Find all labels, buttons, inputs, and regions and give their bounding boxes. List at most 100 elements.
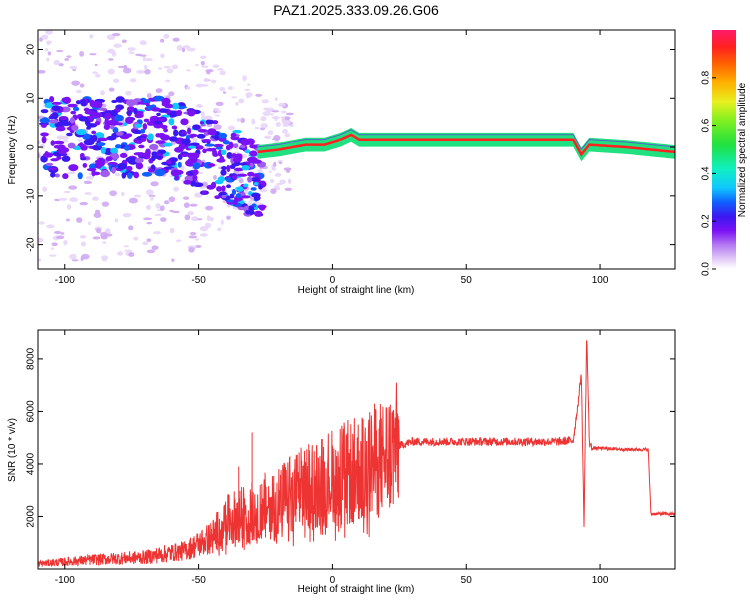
- spectrogram-noise-blob: [173, 186, 180, 192]
- spectrogram-signal-blob: [98, 107, 107, 111]
- spectrogram-signal-blob: [112, 126, 119, 134]
- spectrogram-noise-blob: [159, 205, 165, 211]
- spectrogram-noise-blob: [142, 241, 149, 246]
- spectrogram-signal-blob: [125, 156, 136, 163]
- spectrogram-noise-blob: [203, 78, 210, 82]
- spectrogram-signal-blob: [115, 96, 125, 103]
- spectrogram-noise-blob: [171, 64, 179, 70]
- spectrogram-noise-blob: [278, 161, 283, 165]
- spectrogram-noise-blob: [143, 217, 153, 221]
- spectrogram-noise-blob: [72, 68, 77, 71]
- spectrogram-noise-blob: [76, 217, 83, 223]
- spectrogram-signal-blob: [201, 190, 207, 195]
- spectrogram-signal-blob: [170, 157, 178, 163]
- spectrogram-noise-blob: [273, 161, 277, 168]
- spectrogram-noise-blob: [38, 221, 45, 225]
- spectrogram-signal-blob: [163, 142, 173, 147]
- spectrogram-noise-blob: [201, 65, 209, 68]
- spectrogram-signal-blob: [173, 129, 179, 137]
- spectrogram-signal-blob: [51, 101, 62, 105]
- spectrogram-signal-blob: [170, 169, 180, 177]
- spectrogram-noise-blob: [268, 170, 273, 173]
- spectrogram-signal-blob: [146, 121, 155, 126]
- spectrogram-signal-blob: [115, 131, 124, 136]
- spectrogram-noise-blob: [260, 116, 267, 122]
- spectrogram-signal-blob: [250, 177, 260, 182]
- spectrogram-noise-blob: [267, 130, 274, 135]
- spectrogram-signal-blob: [49, 119, 59, 124]
- spectrogram-noise-blob: [160, 217, 167, 222]
- spectrogram-noise-blob: [94, 209, 101, 215]
- spectrogram-noise-blob: [168, 91, 175, 97]
- spectrogram-noise-blob: [69, 65, 78, 70]
- spectrogram-signal-blob: [177, 105, 187, 109]
- spectrogram-noise-blob: [38, 153, 41, 159]
- spectrogram-noise-blob: [58, 63, 64, 67]
- spectrogram-signal-blob: [110, 147, 119, 154]
- spectrogram-frame: [37, 29, 676, 270]
- spectrogram-signal-blob: [151, 107, 161, 112]
- spectrogram-noise-blob: [107, 48, 116, 54]
- colorbar-label: Normalized spectral amplitude: [737, 82, 748, 217]
- spectrogram-noise-blob: [282, 119, 290, 125]
- spectrogram-signal-blob: [147, 133, 154, 141]
- spectrogram-noise-blob: [151, 245, 159, 251]
- spectrogram-signal-blob: [109, 109, 118, 117]
- spectrogram-noise-blob: [259, 167, 264, 170]
- spectrogram-signal-blob: [249, 162, 254, 168]
- spectrogram-signal-blob: [143, 118, 150, 123]
- spectrogram-noise-blob: [216, 68, 224, 71]
- spectrogram-noise-blob: [128, 225, 134, 231]
- spectrogram-noise-blob: [106, 34, 116, 41]
- spectrogram-signal-blob: [117, 162, 128, 170]
- spectrogram-x-tick-label: -50: [191, 275, 206, 286]
- spectrogram-noise-blob: [263, 107, 269, 111]
- chart-title: PAZ1.2025.333.09.26.G06: [273, 2, 439, 18]
- spectrogram-noise-blob: [135, 53, 143, 57]
- spectrogram-noise-blob: [183, 202, 190, 208]
- colorbar-ticks: 0.0 0.2 0.4 0.6 0.8: [701, 70, 716, 276]
- colorbar-tick-label: 0.0: [701, 262, 712, 276]
- spectrogram-signal-blob: [236, 186, 244, 192]
- spectrogram-signal-blob: [147, 168, 154, 173]
- spectrogram-noise-blob: [83, 180, 93, 185]
- spectrogram-noise-blob: [182, 45, 191, 49]
- spectrogram-noise-blob: [213, 107, 220, 112]
- spectrogram-signal-blob: [171, 125, 178, 130]
- spectrogram-signal-blob: [86, 126, 91, 130]
- colorbar-tick-label: 0.4: [701, 166, 712, 180]
- spectrogram-signal-blob: [181, 138, 191, 145]
- spectrogram-noise-blob: [63, 190, 71, 194]
- spectrogram-signal-blob: [69, 117, 75, 124]
- spectrogram-signal-blob: [180, 118, 189, 126]
- spectrogram-signal-blob: [207, 163, 216, 167]
- spectrogram-noise-blob: [92, 71, 98, 74]
- spectrogram-noise-blob: [176, 45, 183, 51]
- spectrogram-signal-blob: [134, 113, 144, 119]
- spectrogram-signal-blob: [153, 95, 165, 102]
- spectrogram-x-tick-label: 100: [592, 275, 609, 286]
- spectrogram-noise-blob: [112, 78, 120, 83]
- spectrogram-signal-blob: [232, 157, 242, 163]
- spectrogram-noise-blob: [144, 58, 153, 62]
- spectrogram-noise-blob: [210, 79, 217, 84]
- spectrogram-noise-blob: [240, 117, 245, 123]
- spectrogram-signal-blob: [249, 150, 258, 157]
- spectrogram-noise-blob: [270, 188, 277, 194]
- spectrogram-signal-blob: [141, 171, 153, 177]
- spectrogram-noise-blob: [282, 129, 288, 134]
- spectrogram-noise-blob: [232, 151, 240, 154]
- spectrogram-noise-blob: [109, 190, 117, 197]
- spectrogram-signal-blob: [187, 145, 196, 149]
- spectrogram-signal-blob: [202, 148, 207, 154]
- spectrogram-signal-blob: [80, 145, 88, 151]
- spectrogram-y-ticks: -20 -10 0 10 20: [26, 44, 675, 252]
- spectrogram-y-tick-label: 0: [26, 144, 37, 150]
- spectrogram-signal-blob: [134, 157, 144, 164]
- spectrogram-noise-blob: [238, 177, 244, 184]
- spectrogram-noise-blob: [213, 124, 222, 130]
- spectrogram-noise-blob: [226, 204, 231, 208]
- spectrogram-signal-blob: [156, 112, 161, 117]
- spectrogram-signal-blob: [51, 105, 61, 112]
- spectrogram-noise-blob: [214, 114, 220, 117]
